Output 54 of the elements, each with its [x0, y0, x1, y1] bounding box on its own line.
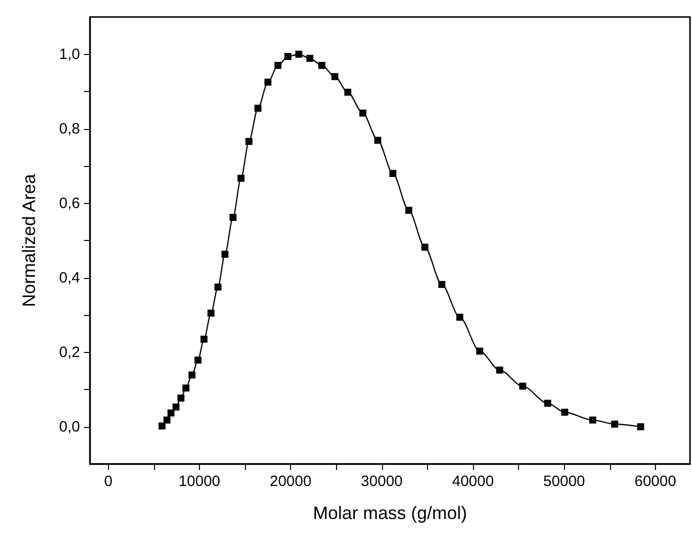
- point: [221, 250, 228, 258]
- point: [519, 382, 526, 390]
- point: [295, 50, 302, 58]
- point: [389, 170, 396, 177]
- point: [208, 310, 215, 317]
- point: [182, 384, 190, 392]
- point: [254, 104, 262, 112]
- point: [177, 394, 184, 402]
- y-tick-label: 1,0: [59, 46, 80, 63]
- point: [611, 420, 618, 428]
- point: [163, 416, 170, 424]
- point: [438, 280, 446, 288]
- point: [405, 206, 412, 214]
- point: [637, 423, 644, 430]
- point: [158, 422, 166, 430]
- point: [200, 336, 208, 343]
- point: [589, 416, 596, 424]
- point: [188, 371, 196, 378]
- x-tick-label: 40000: [452, 473, 494, 490]
- point: [214, 284, 222, 291]
- x-axis-title: Molar mass (g/mol): [312, 503, 468, 523]
- y-tick-label: 0,6: [59, 194, 80, 212]
- point: [306, 54, 314, 62]
- y-tick-label: 0,2: [59, 344, 80, 361]
- point: [229, 214, 236, 221]
- point: [344, 88, 352, 96]
- point: [167, 409, 174, 416]
- point: [172, 404, 180, 411]
- point: [544, 400, 552, 407]
- x-tick-label: 60000: [634, 473, 676, 490]
- y-tick-label: 0,4: [59, 269, 80, 286]
- point: [264, 78, 272, 86]
- point: [238, 174, 245, 182]
- x-tick-label: 0: [104, 473, 112, 490]
- point: [318, 62, 326, 69]
- point: [245, 138, 252, 145]
- y-axis-title: Normalized Area: [19, 172, 39, 308]
- x-tick-label: 50000: [543, 473, 586, 490]
- point: [561, 408, 568, 416]
- point: [331, 73, 338, 80]
- x-tick-label: 10000: [178, 473, 220, 490]
- x-tick-label: 30000: [360, 473, 403, 490]
- point: [194, 356, 202, 364]
- point: [476, 348, 484, 355]
- point: [374, 136, 382, 144]
- y-tick-label: 0,8: [59, 120, 80, 138]
- point: [496, 366, 504, 374]
- point: [421, 244, 428, 251]
- point: [359, 110, 366, 117]
- point: [274, 62, 282, 69]
- point: [284, 52, 292, 60]
- x-tick-label: 20000: [270, 473, 312, 490]
- y-tick-label: 0,0: [59, 418, 80, 436]
- point: [456, 314, 464, 321]
